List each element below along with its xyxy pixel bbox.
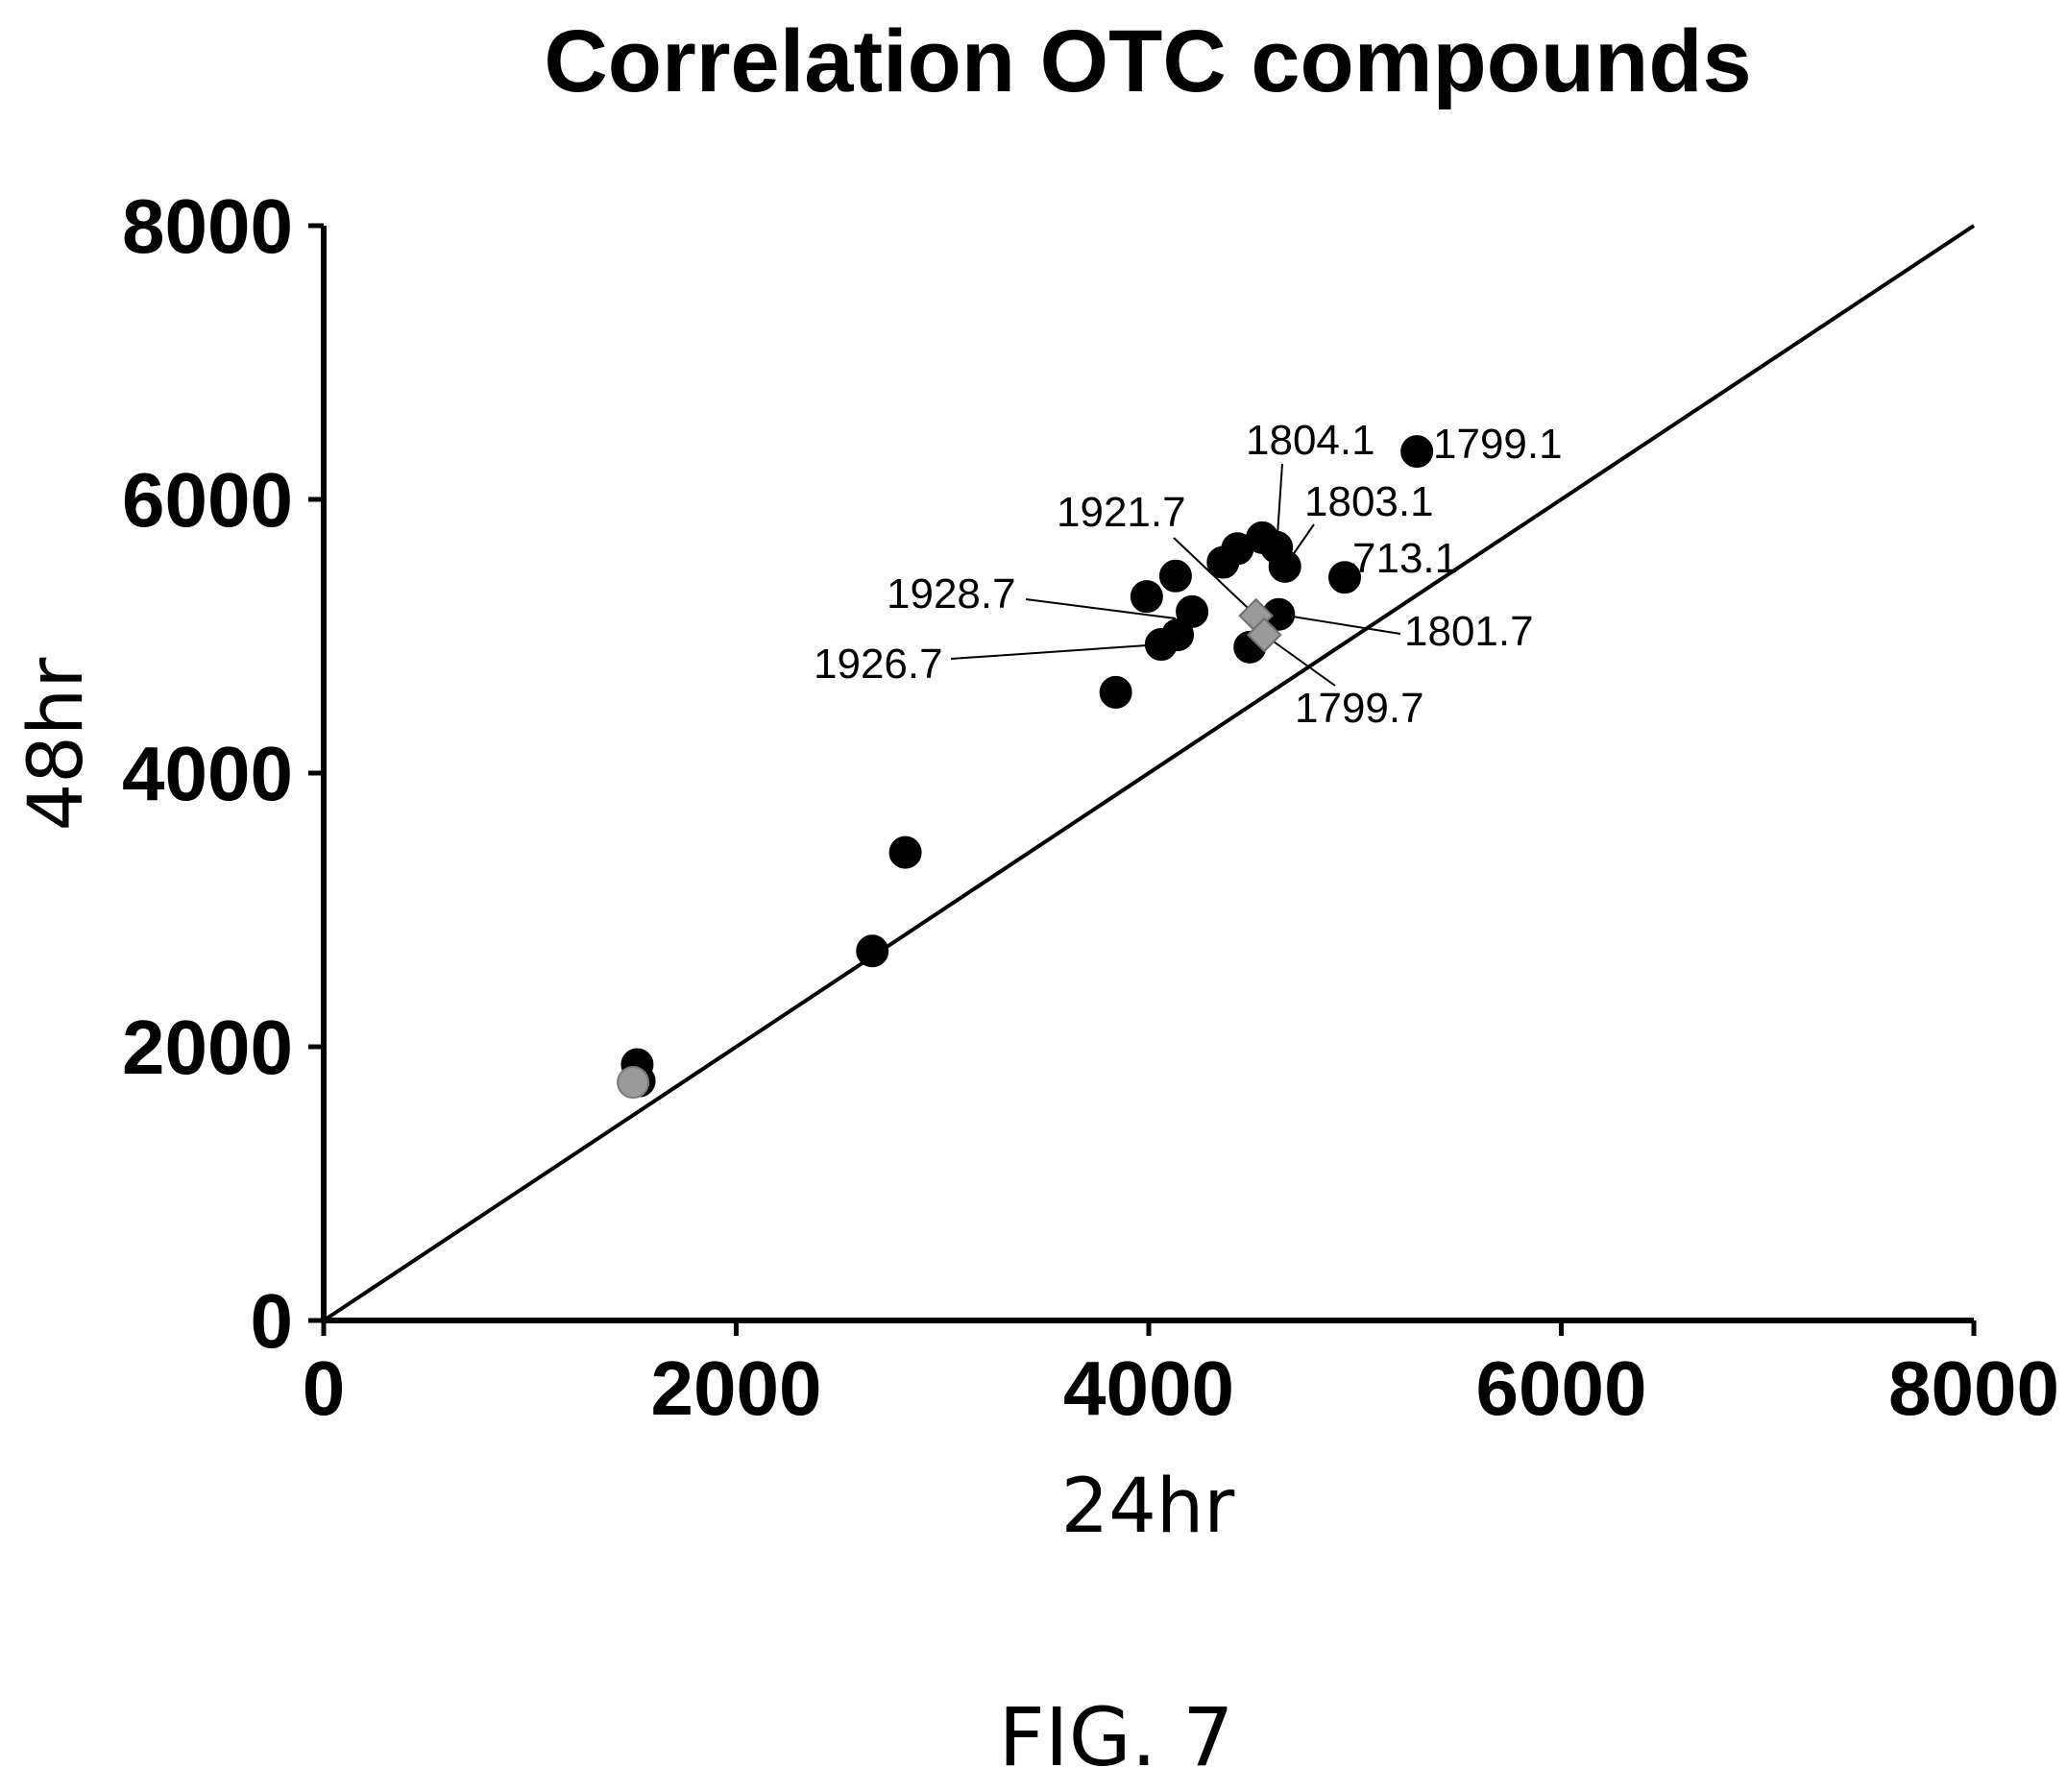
data-point (1268, 549, 1301, 583)
annotation-label: 1801.7 (1404, 608, 1534, 655)
x-tick-label: 2000 (651, 1345, 822, 1431)
data-point (1130, 580, 1163, 614)
points-layer (617, 435, 1434, 1100)
data-point (1099, 675, 1132, 709)
annotation-label: 1799.7 (1295, 685, 1424, 732)
data-point (1161, 618, 1195, 652)
annotation-label: 1804.1 (1246, 417, 1375, 464)
annotation-leader-line (1173, 537, 1257, 617)
x-tick-label: 6000 (1476, 1345, 1647, 1431)
data-point (1400, 435, 1434, 469)
annotation-leader-line (1278, 613, 1401, 635)
annotation-leader-line (950, 643, 1161, 660)
data-point (856, 934, 889, 968)
y-tick-label: 8000 (122, 183, 293, 269)
annotation-layer: 1799.1 1804.1 1803.1 713.1 1921.7 1928.7 1801.… (814, 417, 1563, 732)
chart-title: Correlation OTC compounds (544, 12, 1751, 110)
y-tick-label: 6000 (122, 457, 293, 543)
x-tick-label: 0 (303, 1345, 346, 1431)
x-axis-label: 24hr (1061, 1464, 1236, 1550)
figure-label: FIG. 7 (998, 1690, 1233, 1784)
annotation-label: 1928.7 (887, 570, 1016, 618)
data-point-diamond (1246, 617, 1282, 653)
x-tick-label: 4000 (1063, 1345, 1234, 1431)
reference-line-layer (322, 224, 1976, 1322)
data-point (617, 1066, 650, 1100)
axes: 0 2000 4000 6000 8000 0 2000 4000 6000 8000 (122, 183, 2059, 1431)
data-point (1158, 559, 1192, 593)
x-tick-label: 8000 (1888, 1345, 2059, 1431)
data-point (888, 835, 922, 869)
y-tick-label: 0 (251, 1278, 294, 1364)
y-tick-label: 2000 (122, 1005, 293, 1090)
annotation-leader-line (1263, 634, 1336, 687)
annotation-label: 1926.7 (814, 641, 943, 688)
data-point (1328, 561, 1362, 594)
identity-line (322, 224, 1976, 1322)
annotation-label: 1799.1 (1433, 421, 1563, 468)
annotation-label: 1803.1 (1304, 478, 1434, 525)
annotation-leader-line (1025, 598, 1177, 619)
annotation-label: 713.1 (1352, 535, 1458, 582)
y-axis-label: 48hr (13, 657, 100, 832)
annotation-label: 1921.7 (1057, 489, 1186, 536)
y-tick-label: 4000 (122, 731, 293, 816)
data-point (1176, 594, 1209, 628)
